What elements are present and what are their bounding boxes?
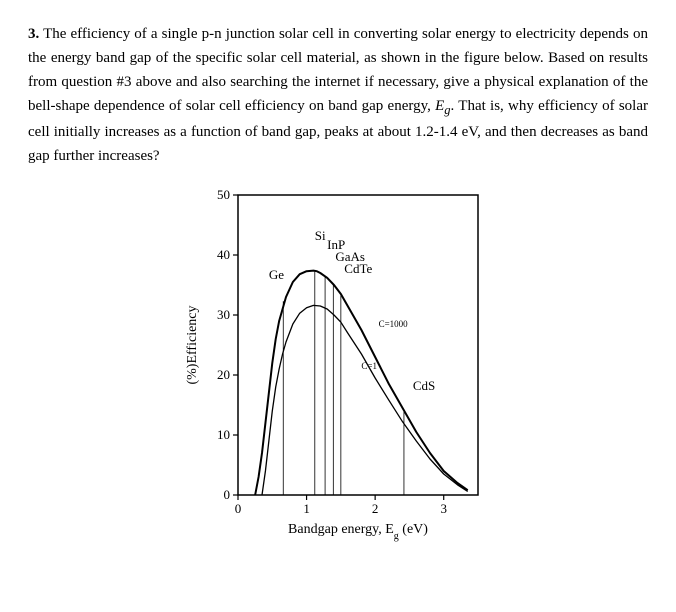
svg-text:Bandgap energy, Eg (eV): Bandgap energy, Eg (eV) <box>288 522 428 542</box>
svg-text:C=1: C=1 <box>361 361 377 371</box>
svg-text:CdTe: CdTe <box>344 261 372 276</box>
svg-text:50: 50 <box>217 187 230 202</box>
svg-text:10: 10 <box>217 427 230 442</box>
svg-text:3: 3 <box>440 501 447 516</box>
svg-text:C=1000: C=1000 <box>379 319 409 329</box>
svg-text:0: 0 <box>235 501 242 516</box>
svg-text:2: 2 <box>372 501 379 516</box>
svg-text:1: 1 <box>303 501 310 516</box>
svg-text:0: 0 <box>224 487 231 502</box>
svg-text:Si: Si <box>315 228 326 243</box>
svg-text:40: 40 <box>217 247 230 262</box>
question-text: 3. The efficiency of a single p-n juncti… <box>28 22 648 168</box>
svg-text:CdS: CdS <box>413 378 435 393</box>
eg-symbol: E <box>435 98 444 114</box>
svg-text:(%)Efficiency: (%)Efficiency <box>185 305 200 384</box>
svg-text:20: 20 <box>217 367 230 382</box>
efficiency-chart: 0 10 20 30 40 50 0 1 2 3 (%)Efficiency Bandgap ener… <box>178 180 498 550</box>
chart-container: 0 10 20 30 40 50 0 1 2 3 (%)Efficiency Bandgap ener… <box>28 180 648 550</box>
question-number: 3. <box>28 26 39 42</box>
svg-text:30: 30 <box>217 307 230 322</box>
svg-text:Ge: Ge <box>269 267 284 282</box>
